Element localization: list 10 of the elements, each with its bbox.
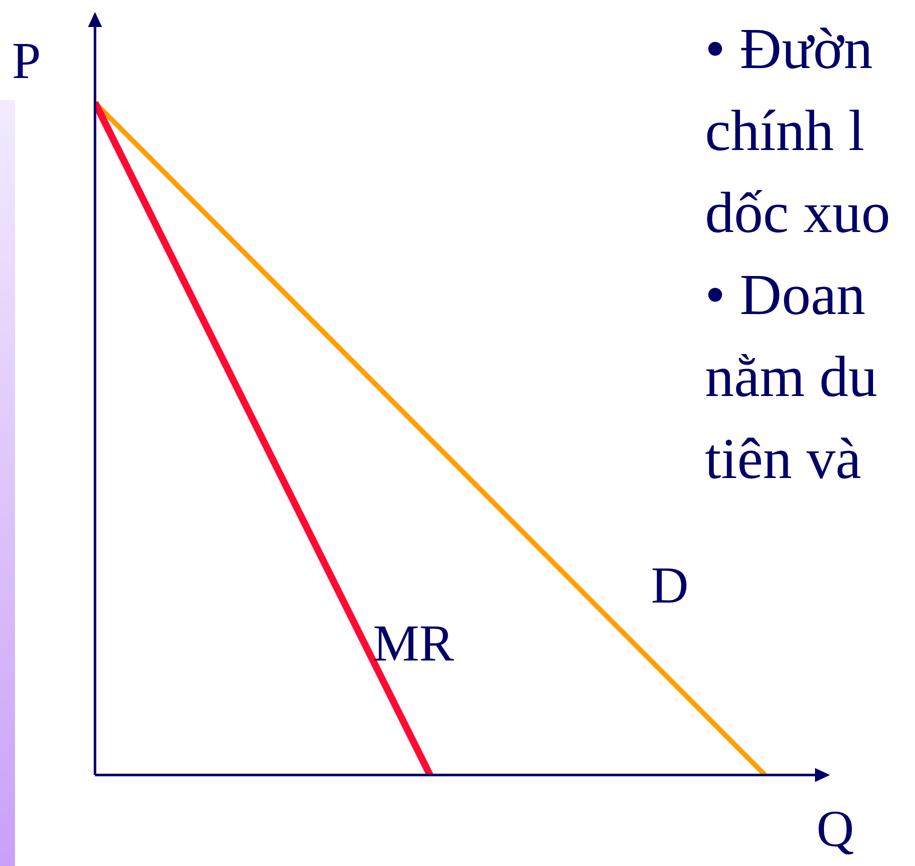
x-axis-title: Q [816, 801, 854, 858]
text: • Đườn [705, 15, 874, 83]
series-label: D [651, 558, 689, 615]
annotation: nằm du [705, 343, 878, 411]
annotation: chính l [705, 97, 866, 165]
annotation: tiên và [705, 425, 862, 493]
series-label: MR [373, 616, 454, 673]
annotation: • Doan [705, 261, 866, 329]
annotation: dốc xuo [705, 179, 890, 247]
y-axis-title: P [12, 33, 41, 90]
